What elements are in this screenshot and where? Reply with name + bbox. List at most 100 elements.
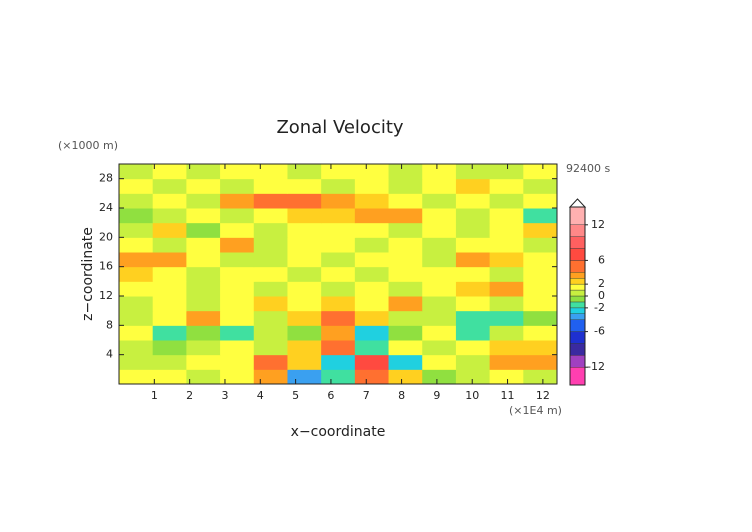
field-cell [321, 222, 356, 238]
colorbar-segment [569, 206, 586, 225]
y-tick-label: 4 [106, 348, 113, 361]
field-cell [152, 325, 187, 341]
colorbar-tick-label: 0 [598, 289, 605, 302]
field-cell [220, 281, 255, 297]
field-cell [119, 164, 154, 180]
field-cell [354, 281, 390, 297]
colorbar-segment [569, 236, 586, 249]
field-cell [119, 296, 154, 312]
field-cell [152, 178, 187, 194]
field-cell [489, 193, 524, 209]
field-cell [455, 310, 491, 326]
colorbar-segment [569, 278, 586, 285]
field-cell [354, 266, 390, 282]
colorbar-tick-label: 2 [598, 277, 605, 290]
x-tick-label: 9 [433, 389, 440, 402]
field-cell [220, 266, 255, 282]
field-cell [523, 164, 558, 180]
field-cell [489, 354, 524, 370]
field-cell [489, 296, 524, 312]
field-cell [455, 164, 491, 180]
field-cell [321, 281, 356, 297]
field-cell [220, 164, 255, 180]
field-cell [455, 354, 491, 370]
field-cell [422, 208, 457, 224]
field-cell [523, 281, 558, 297]
field-cell [455, 178, 491, 194]
field-cell [186, 369, 221, 385]
y-tick-label: 24 [99, 201, 113, 214]
x-tick-label: 2 [186, 389, 193, 402]
field-cell [220, 222, 255, 238]
field-cell [422, 369, 457, 385]
field-cell [253, 325, 288, 341]
field-cell [220, 296, 255, 312]
field-cell [455, 222, 491, 238]
field-cell [523, 193, 558, 209]
field-cell [489, 252, 524, 268]
colorbar-tick-label: 6 [598, 253, 605, 266]
field-cell [523, 325, 558, 341]
field-cell [388, 208, 423, 224]
field-cell [321, 237, 356, 253]
field-cell [152, 164, 187, 180]
field-cell [186, 325, 221, 341]
field-cell [253, 193, 288, 209]
field-cell [455, 369, 491, 385]
field-cell [152, 266, 187, 282]
field-cell [388, 281, 423, 297]
field-cell [152, 222, 187, 238]
field-cell [354, 252, 390, 268]
field-cell [354, 222, 390, 238]
field-cell [422, 237, 457, 253]
colorbar-segment [569, 343, 586, 356]
y-tick-label: 28 [99, 172, 113, 185]
field-cell [489, 164, 524, 180]
field-cell [388, 354, 423, 370]
field-cell [119, 237, 154, 253]
colorbar-segment [569, 355, 586, 368]
field-cell [523, 237, 558, 253]
field-cell [422, 296, 457, 312]
field-cell [422, 281, 457, 297]
y-tick-label: 8 [106, 318, 113, 331]
field-cell [186, 296, 221, 312]
field-cell [152, 310, 187, 326]
x-tick-label: 3 [221, 389, 228, 402]
colorbar-tick-label: -6 [594, 325, 605, 338]
field-cell [388, 222, 423, 238]
field-cell [523, 178, 558, 194]
colorbar-segment [569, 283, 586, 291]
colorbar-segment [569, 248, 586, 261]
field-cell [119, 252, 154, 268]
field-cell [422, 310, 457, 326]
field-cell [388, 340, 423, 356]
field-cell [287, 296, 322, 312]
field-cell [253, 296, 288, 312]
x-tick-label: 4 [257, 389, 264, 402]
field-cell [321, 354, 356, 370]
field-cell [422, 178, 457, 194]
field-cell [220, 193, 255, 209]
field-cell [523, 222, 558, 238]
field-cell [287, 340, 322, 356]
field-cell [119, 325, 154, 341]
field-cell [186, 237, 221, 253]
y-tick-label: 16 [99, 260, 113, 273]
x-tick-label: 7 [363, 389, 370, 402]
y-unit: (×1000 m) [58, 139, 118, 152]
field-cell [186, 222, 221, 238]
field-cell [287, 252, 322, 268]
field-cell [455, 193, 491, 209]
field-cell [489, 237, 524, 253]
field-cell [354, 325, 390, 341]
field-cell [388, 369, 423, 385]
field-cell [253, 164, 288, 180]
field-cell [186, 281, 221, 297]
field-cell [220, 369, 255, 385]
x-tick-label: 12 [536, 389, 550, 402]
x-axis-label: x−coordinate [291, 424, 386, 440]
field-cell [489, 281, 524, 297]
field-cell [152, 193, 187, 209]
field-cell [220, 354, 255, 370]
